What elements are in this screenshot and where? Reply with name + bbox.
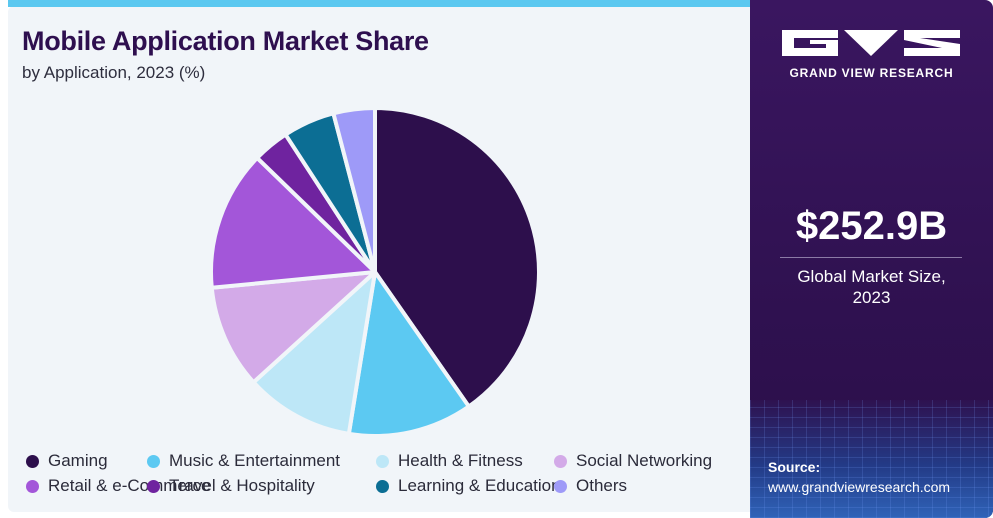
legend-item: Music & Entertainment bbox=[147, 451, 340, 471]
legend-swatch bbox=[147, 454, 160, 468]
legend-label: Others bbox=[576, 476, 628, 495]
legend-swatch bbox=[376, 454, 389, 468]
legend-item: Learning & Education bbox=[376, 476, 561, 496]
gvr-logo-icon bbox=[782, 30, 960, 56]
legend-swatch bbox=[376, 479, 389, 493]
legend-item: Travel & Hospitality bbox=[147, 476, 315, 496]
legend-label: Social Networking bbox=[576, 451, 713, 470]
legend-label: Learning & Education bbox=[398, 476, 561, 495]
pie-slice-social-networking bbox=[209, 270, 377, 385]
legend-swatch bbox=[26, 479, 39, 493]
grid-floor-decoration bbox=[750, 400, 993, 518]
market-label-line2: 2023 bbox=[852, 288, 891, 307]
pie-slice-health-fitness bbox=[251, 270, 377, 436]
pie-slice-gaming bbox=[373, 106, 541, 409]
source-label: Source: bbox=[768, 459, 821, 475]
chart-legend: Gaming Music & Entertainment Health & Fitn… bbox=[26, 451, 746, 505]
pie-slice-music-entertainment bbox=[346, 270, 471, 438]
divider bbox=[780, 257, 962, 258]
legend-label: Travel & Hospitality bbox=[169, 476, 315, 495]
legend-item: Social Networking bbox=[554, 451, 712, 471]
market-label-line1: Global Market Size, bbox=[797, 267, 946, 286]
legend-swatch bbox=[147, 479, 160, 493]
source-url[interactable]: www.grandviewresearch.com bbox=[768, 479, 951, 495]
accent-bar bbox=[8, 0, 750, 7]
pie-slice-others bbox=[331, 106, 377, 274]
legend-swatch bbox=[26, 454, 39, 468]
market-size-label: Global Market Size, 2023 bbox=[750, 266, 993, 308]
legend-item: Health & Fitness bbox=[376, 451, 523, 471]
legend-label: Music & Entertainment bbox=[169, 451, 341, 470]
legend-item: Retail & e-Commerce bbox=[26, 476, 211, 496]
info-panel: GRAND VIEW RESEARCH $252.9B Global Marke… bbox=[750, 0, 993, 518]
legend-label: Retail & e-Commerce bbox=[48, 476, 211, 495]
pie-chart bbox=[209, 106, 541, 438]
pie-slice-retail-e-commerce bbox=[209, 155, 377, 290]
legend-item: Gaming bbox=[26, 451, 108, 471]
legend-label: Health & Fitness bbox=[398, 451, 523, 470]
brand-name: GRAND VIEW RESEARCH bbox=[789, 66, 954, 80]
legend-label: Gaming bbox=[48, 451, 108, 470]
chart-subtitle: by Application, 2023 (%) bbox=[22, 63, 206, 82]
chart-title: Mobile Application Market Share bbox=[22, 26, 429, 56]
legend-item: Others bbox=[554, 476, 627, 496]
legend-swatch bbox=[554, 454, 567, 468]
market-size-value: $252.9B bbox=[795, 204, 948, 248]
legend-swatch bbox=[554, 479, 567, 493]
